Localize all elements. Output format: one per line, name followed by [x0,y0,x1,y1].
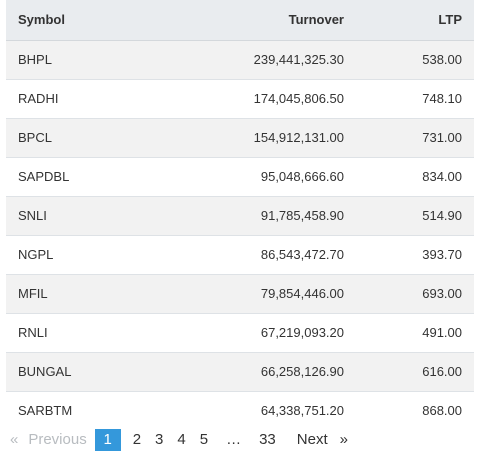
pagination: « Previous 1 2 3 4 5 … 33 Next » [10,428,348,452]
cell-turnover: 86,543,472.70 [156,234,356,274]
last-page-icon[interactable]: » [339,431,348,448]
table-row: MFIL 79,854,446.00 693.00 [6,273,474,313]
table-row: NGPL 86,543,472.70 393.70 [6,234,474,274]
cell-ltp: 868.00 [356,390,474,430]
cell-turnover: 174,045,806.50 [156,78,356,118]
table-header-row: Symbol Turnover LTP [6,0,474,41]
cell-ltp: 491.00 [356,312,474,352]
cell-ltp: 693.00 [356,273,474,313]
table-row: SAPDBL 95,048,666.60 834.00 [6,156,474,196]
cell-symbol: BHPL [6,39,156,79]
previous-page-link: Previous [28,431,87,448]
cell-turnover: 66,258,126.90 [156,351,356,391]
cell-turnover: 95,048,666.60 [156,156,356,196]
column-header-ltp[interactable]: LTP [356,0,474,41]
table-row: BUNGAL 66,258,126.90 616.00 [6,351,474,391]
cell-ltp: 834.00 [356,156,474,196]
cell-symbol: BPCL [6,117,156,157]
cell-ltp: 616.00 [356,351,474,391]
cell-symbol: BUNGAL [6,351,156,391]
cell-symbol: NGPL [6,234,156,274]
cell-ltp: 514.90 [356,195,474,235]
cell-symbol: SARBTM [6,390,156,430]
table-row: SARBTM 64,338,751.20 868.00 [6,390,474,430]
cell-turnover: 64,338,751.20 [156,390,356,430]
cell-ltp: 393.70 [356,234,474,274]
cell-turnover: 154,912,131.00 [156,117,356,157]
table-row: SNLI 91,785,458.90 514.90 [6,195,474,235]
pagination-ellipsis: … [226,431,242,448]
cell-symbol: MFIL [6,273,156,313]
turnover-table-container: Symbol Turnover LTP BHPL 239,441,325.30 … [6,0,474,430]
cell-turnover: 67,219,093.20 [156,312,356,352]
cell-turnover: 91,785,458.90 [156,195,356,235]
cell-ltp: 538.00 [356,39,474,79]
cell-ltp: 748.10 [356,78,474,118]
cell-turnover: 239,441,325.30 [156,39,356,79]
next-page-link[interactable]: Next [296,431,328,448]
cell-symbol: RADHI [6,78,156,118]
cell-turnover: 79,854,446.00 [156,273,356,313]
cell-symbol: RNLI [6,312,156,352]
first-page-icon: « [10,431,19,448]
cell-ltp: 731.00 [356,117,474,157]
table-row: BPCL 154,912,131.00 731.00 [6,117,474,157]
page-link-2[interactable]: 2 [132,431,142,448]
turnover-table: Symbol Turnover LTP BHPL 239,441,325.30 … [6,0,474,430]
cell-symbol: SNLI [6,195,156,235]
page-link-4[interactable]: 4 [177,431,186,448]
page-link-5[interactable]: 5 [199,431,209,448]
table-row: RADHI 174,045,806.50 748.10 [6,78,474,118]
column-header-symbol[interactable]: Symbol [6,0,156,41]
table-row: RNLI 67,219,093.20 491.00 [6,312,474,352]
page-link-3[interactable]: 3 [155,431,164,448]
table-row: BHPL 239,441,325.30 538.00 [6,39,474,79]
cell-symbol: SAPDBL [6,156,156,196]
page-link-1[interactable]: 1 [94,429,121,451]
column-header-turnover[interactable]: Turnover [156,0,356,41]
page-link-last[interactable]: 33 [259,431,276,448]
